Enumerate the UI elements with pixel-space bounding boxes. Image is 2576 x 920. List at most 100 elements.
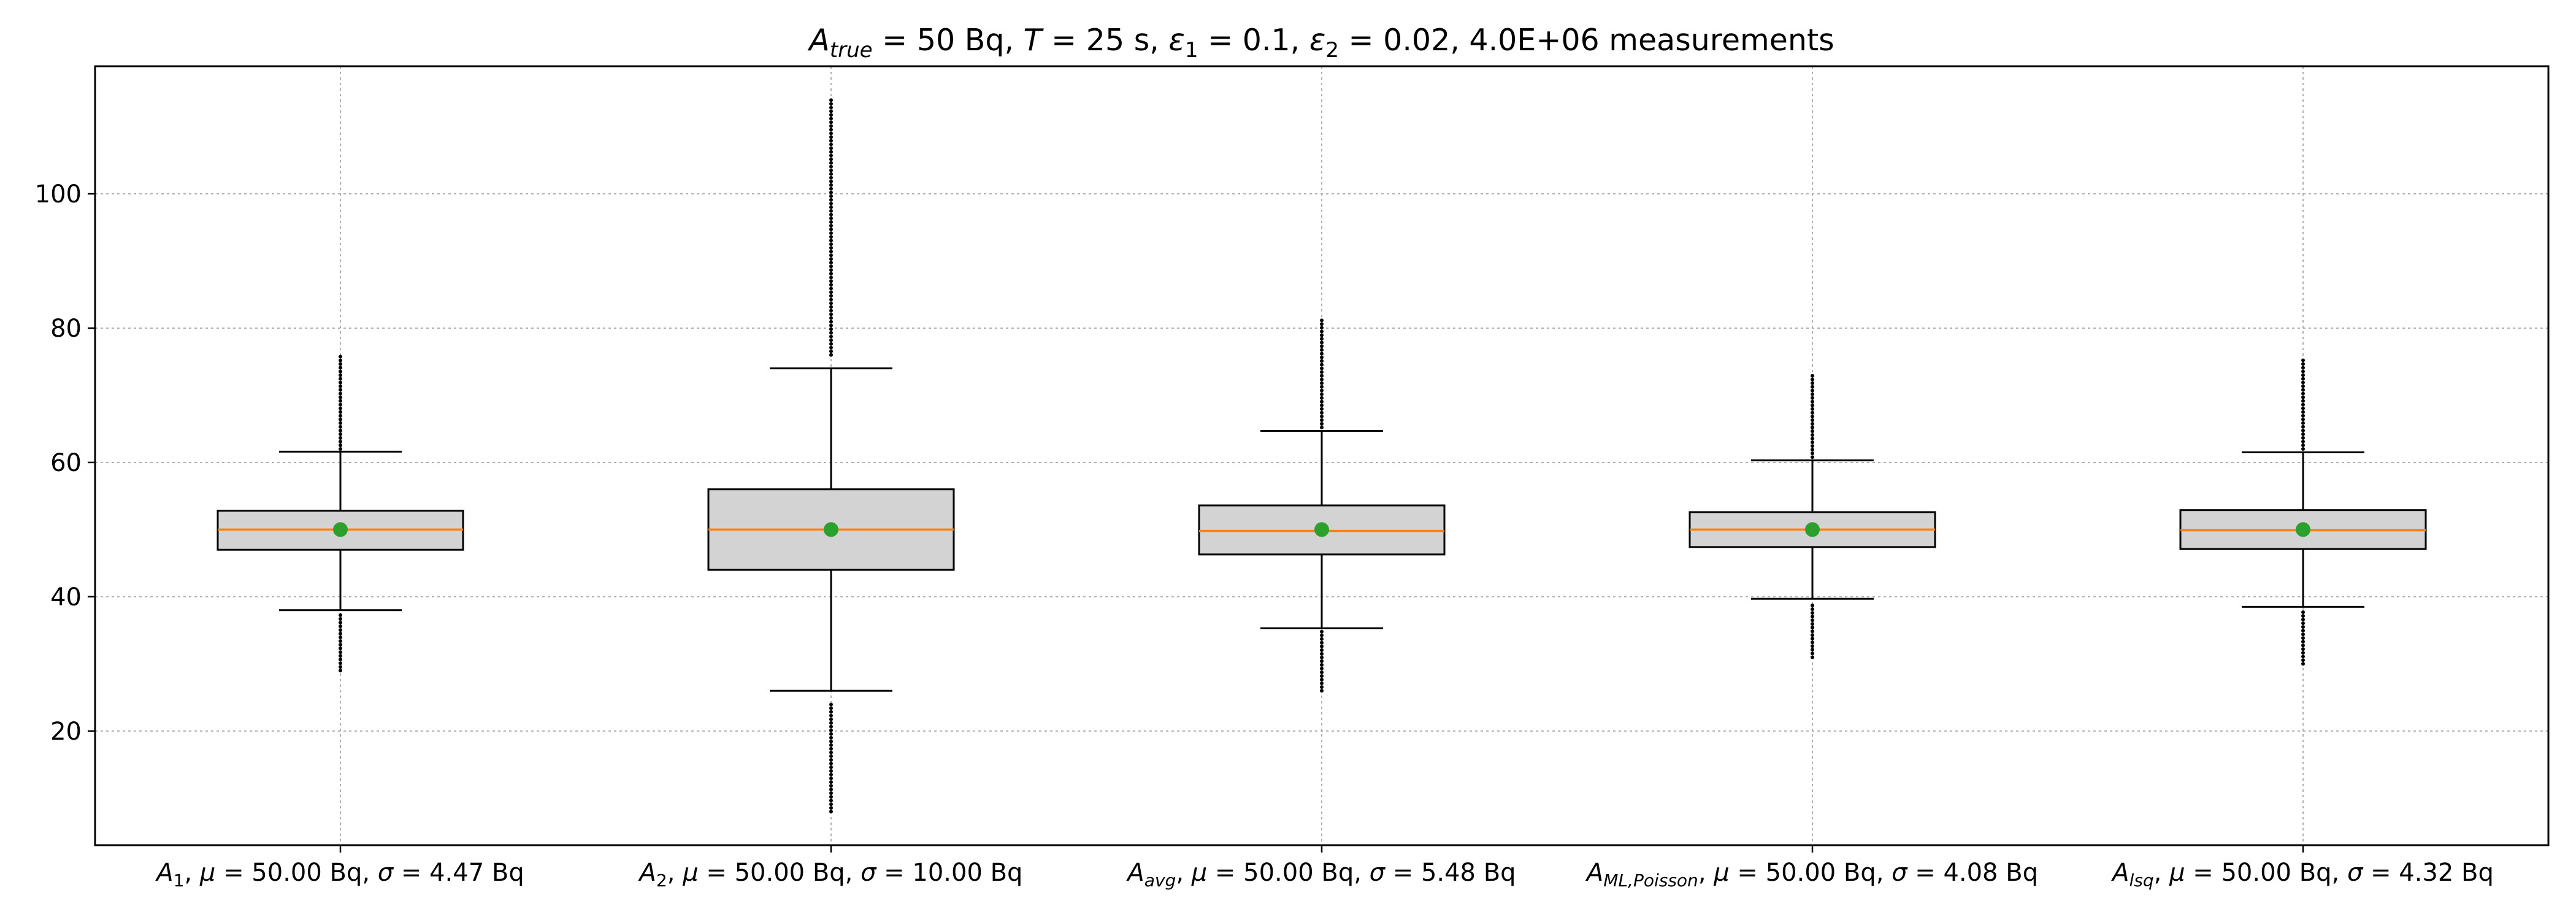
outlier-point xyxy=(339,395,342,399)
outlier-point xyxy=(1811,437,1814,441)
outlier-point xyxy=(1811,622,1814,626)
y-tick-label: 80 xyxy=(50,315,82,343)
outlier-point xyxy=(1811,381,1814,385)
outlier-point xyxy=(829,349,833,353)
outlier-point xyxy=(829,139,833,143)
outlier-point xyxy=(339,388,342,392)
outlier-point xyxy=(829,769,833,773)
outlier-point xyxy=(829,109,833,113)
outlier-point xyxy=(2301,629,2305,633)
outlier-point xyxy=(1320,366,1324,370)
outlier-point xyxy=(1320,640,1324,645)
outlier-point xyxy=(829,250,833,254)
outlier-point xyxy=(829,131,833,136)
mean-marker xyxy=(1314,522,1329,537)
outlier-point xyxy=(2301,654,2305,659)
mean-marker xyxy=(333,522,348,537)
outlier-point xyxy=(1811,426,1814,430)
outlier-point xyxy=(1811,626,1814,630)
outlier-point xyxy=(2301,362,2305,366)
outlier-point xyxy=(2301,614,2305,618)
outlier-point xyxy=(829,327,833,331)
outlier-point xyxy=(829,239,833,243)
outlier-point xyxy=(1320,670,1324,675)
outlier-point xyxy=(829,290,833,294)
outlier-point xyxy=(339,369,342,374)
outlier-point xyxy=(2301,388,2305,392)
outlier-point xyxy=(1320,407,1324,411)
outlier-point xyxy=(1320,348,1324,352)
outlier-point xyxy=(1811,637,1814,641)
outlier-point xyxy=(1320,651,1324,656)
outlier-point xyxy=(339,391,342,396)
outlier-point xyxy=(829,142,833,147)
plot-frame xyxy=(94,65,2550,846)
outlier-point xyxy=(1320,648,1324,652)
chart-title: Atrue = 50 Bq, T = 25 s, ε1 = 0.1, ε2 = … xyxy=(807,23,1834,63)
outlier-point xyxy=(339,377,342,381)
y-tick-label: 100 xyxy=(35,180,82,209)
outlier-point xyxy=(829,706,833,710)
outlier-point xyxy=(829,334,833,339)
outlier-point xyxy=(829,117,833,121)
outlier-point xyxy=(1811,651,1814,656)
outlier-point xyxy=(2301,413,2305,418)
outlier-point xyxy=(829,275,833,280)
outlier-point xyxy=(829,102,833,106)
outlier-point xyxy=(1811,655,1814,659)
outlier-point xyxy=(829,721,833,725)
outlier-point xyxy=(339,424,342,429)
outlier-point xyxy=(1320,421,1324,426)
outlier-point xyxy=(829,257,833,261)
outlier-point xyxy=(1320,340,1324,345)
outlier-point xyxy=(2301,662,2305,666)
outlier-point xyxy=(2301,373,2305,377)
outlier-point xyxy=(339,661,342,665)
outlier-point xyxy=(2301,640,2305,644)
outlier-point xyxy=(829,212,833,217)
outlier-point xyxy=(2301,377,2305,381)
outlier-point xyxy=(339,402,342,407)
outlier-point xyxy=(829,172,833,176)
outlier-point xyxy=(829,128,833,132)
outlier-point xyxy=(339,635,342,640)
outlier-point xyxy=(829,312,833,316)
outlier-point xyxy=(339,384,342,388)
outlier-point xyxy=(1811,414,1814,418)
outlier-point xyxy=(829,713,833,718)
outlier-point xyxy=(1320,659,1324,664)
outlier-point xyxy=(1320,344,1324,348)
outlier-point xyxy=(339,643,342,647)
outlier-point xyxy=(1320,663,1324,667)
outlier-point xyxy=(1320,426,1324,430)
outlier-point xyxy=(339,421,342,425)
outlier-point xyxy=(829,224,833,228)
outlier-point xyxy=(829,272,833,276)
outlier-point xyxy=(1320,351,1324,356)
outlier-point xyxy=(1320,322,1324,326)
outlier-point xyxy=(1811,633,1814,637)
outlier-point xyxy=(1811,374,1814,378)
outlier-point xyxy=(829,175,833,180)
outlier-point xyxy=(2301,366,2305,370)
outlier-point xyxy=(829,194,833,198)
outlier-point xyxy=(1320,337,1324,341)
outlier-point xyxy=(829,743,833,747)
outlier-point xyxy=(829,802,833,807)
outlier-point xyxy=(2301,369,2305,374)
outlier-point xyxy=(339,639,342,643)
outlier-point xyxy=(829,338,833,342)
outlier-point xyxy=(829,242,833,247)
outlier-point xyxy=(339,447,342,451)
outlier-point xyxy=(339,358,342,362)
outlier-point xyxy=(829,735,833,740)
y-tick-label: 60 xyxy=(50,449,82,477)
outlier-point xyxy=(1320,667,1324,671)
outlier-point xyxy=(2301,443,2305,448)
outlier-point xyxy=(1811,455,1814,459)
outlier-point xyxy=(829,164,833,169)
outlier-point xyxy=(1320,388,1324,393)
outlier-point xyxy=(1320,326,1324,330)
outlier-point xyxy=(339,380,342,385)
